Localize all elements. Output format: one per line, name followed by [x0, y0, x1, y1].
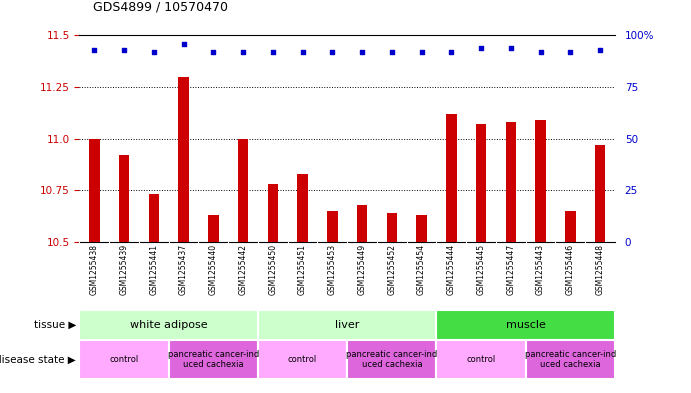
Bar	[565, 211, 576, 242]
Point	[594, 47, 605, 53]
Point	[386, 49, 397, 55]
Text: GSM1255440: GSM1255440	[209, 244, 218, 295]
Text: GSM1255443: GSM1255443	[536, 244, 545, 295]
Point	[416, 49, 427, 55]
Text: disease state ▶: disease state ▶	[0, 354, 76, 365]
Text: GSM1255452: GSM1255452	[388, 244, 397, 295]
Text: GSM1255442: GSM1255442	[238, 244, 247, 295]
Text: GSM1255449: GSM1255449	[358, 244, 367, 295]
Point	[446, 49, 457, 55]
Bar	[238, 138, 248, 242]
Bar	[387, 213, 397, 242]
Point	[119, 47, 130, 53]
Text: GSM1255451: GSM1255451	[298, 244, 307, 295]
Bar	[437, 340, 526, 379]
Bar	[347, 340, 437, 379]
Text: control: control	[288, 355, 317, 364]
Text: pancreatic cancer-ind
uced cachexia: pancreatic cancer-ind uced cachexia	[168, 350, 259, 369]
Text: GSM1255450: GSM1255450	[268, 244, 277, 295]
Text: control: control	[466, 355, 495, 364]
Point	[178, 40, 189, 47]
Bar	[437, 310, 615, 340]
Bar	[258, 310, 437, 340]
Point	[208, 49, 219, 55]
Bar	[89, 138, 100, 242]
Text: GSM1255438: GSM1255438	[90, 244, 99, 295]
Bar	[169, 340, 258, 379]
Bar	[178, 77, 189, 242]
Text: GSM1255441: GSM1255441	[149, 244, 158, 295]
Text: GSM1255446: GSM1255446	[566, 244, 575, 295]
Bar	[79, 310, 258, 340]
Bar	[119, 155, 129, 242]
Text: pancreatic cancer-ind
uced cachexia: pancreatic cancer-ind uced cachexia	[346, 350, 437, 369]
Point	[505, 45, 516, 51]
Bar	[258, 340, 347, 379]
Text: GDS4899 / 10570470: GDS4899 / 10570470	[93, 1, 228, 14]
Text: GSM1255445: GSM1255445	[477, 244, 486, 295]
Bar	[417, 215, 427, 242]
Text: GSM1255437: GSM1255437	[179, 244, 188, 295]
Text: control: control	[109, 355, 139, 364]
Point	[297, 49, 308, 55]
Bar	[526, 340, 615, 379]
Bar	[79, 340, 169, 379]
Bar	[327, 211, 338, 242]
Bar	[267, 184, 278, 242]
Bar	[208, 215, 218, 242]
Point	[565, 49, 576, 55]
Bar	[357, 204, 368, 242]
Point	[535, 49, 546, 55]
Text: white adipose: white adipose	[130, 320, 207, 330]
Point	[89, 47, 100, 53]
Text: tissue ▶: tissue ▶	[34, 320, 76, 330]
Point	[149, 49, 160, 55]
Text: GSM1255444: GSM1255444	[447, 244, 456, 295]
Text: GSM1255448: GSM1255448	[596, 244, 605, 295]
Text: GSM1255453: GSM1255453	[328, 244, 337, 295]
Bar	[149, 194, 159, 242]
Point	[327, 49, 338, 55]
Text: GSM1255447: GSM1255447	[507, 244, 515, 295]
Point	[357, 49, 368, 55]
Bar	[506, 122, 516, 242]
Text: pancreatic cancer-ind
uced cachexia: pancreatic cancer-ind uced cachexia	[524, 350, 616, 369]
Bar	[536, 120, 546, 242]
Text: GSM1255454: GSM1255454	[417, 244, 426, 295]
Bar	[297, 174, 307, 242]
Bar	[446, 114, 457, 242]
Point	[267, 49, 278, 55]
Bar	[476, 124, 486, 242]
Point	[475, 45, 486, 51]
Text: muscle: muscle	[506, 320, 546, 330]
Text: GSM1255439: GSM1255439	[120, 244, 129, 295]
Bar	[595, 145, 605, 242]
Text: liver: liver	[335, 320, 359, 330]
Point	[238, 49, 249, 55]
